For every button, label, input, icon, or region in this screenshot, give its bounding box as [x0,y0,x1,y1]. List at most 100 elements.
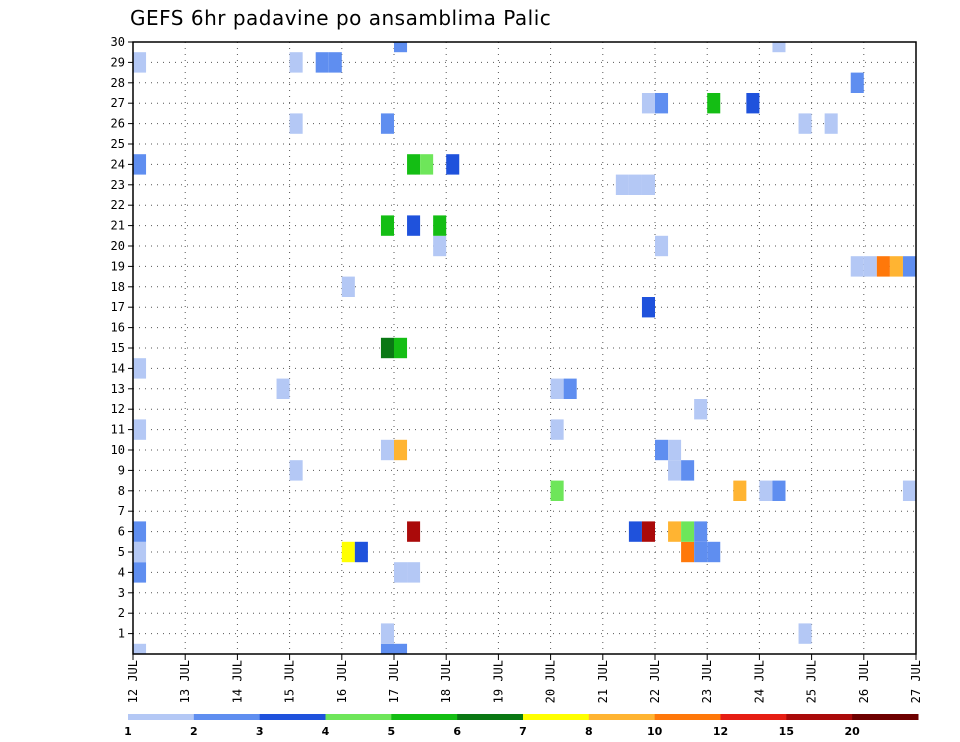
precip-cell [341,276,355,297]
precip-cell [407,215,421,236]
colorbar-legend: 1 2 3 4 5 6 7 8 10 12 15 20 [124,714,919,738]
y-tick-label: 18 [111,280,125,294]
precip-cell [694,541,708,563]
precip-cell [133,52,147,73]
precip-cell [276,378,290,399]
precip-cell [394,439,408,461]
precip-cell [446,154,460,175]
precip-cell [668,460,682,481]
colorbar-label: 1 [124,725,132,738]
x-tick-label: 16 JUL [335,660,349,703]
precip-cell [733,480,747,501]
x-tick-label: 24 JUL [752,660,766,703]
precip-cell [681,541,695,563]
x-tick-label: 15 JUL [283,660,297,703]
precip-cell [420,154,434,175]
y-tick-label: 2 [118,606,125,620]
y-tick-label: 24 [111,157,125,171]
x-tick-label: 20 JUL [544,660,558,703]
precip-cell [655,439,669,461]
y-tick-label: 29 [111,55,125,69]
precip-cell [746,93,760,114]
precip-cell [380,337,394,359]
precip-cell [550,480,564,501]
precip-cell [694,521,708,542]
precip-cell [772,42,786,53]
colorbar-label: 2 [190,725,198,738]
x-tick-label: 14 JUL [230,660,244,703]
precip-cell [133,358,147,379]
precip-cell [655,93,669,114]
y-tick-label: 4 [118,565,125,579]
y-tick-label: 28 [111,76,125,90]
precip-cell [133,562,147,583]
y-tick-label: 21 [111,219,125,233]
colorbar-swatch [457,714,524,720]
precip-cell [407,521,421,542]
y-tick-label: 19 [111,259,125,273]
y-tick-label: 5 [118,545,125,559]
colorbar-swatch [654,714,721,720]
colorbar-swatch [193,714,261,720]
precip-cell [628,521,642,542]
y-tick-label: 23 [111,178,125,192]
precip-cell [407,154,421,175]
y-tick-label: 15 [111,341,125,355]
y-tick-label: 8 [118,484,125,498]
colorbar-label: 15 [779,725,794,738]
y-tick-label: 12 [111,402,125,416]
precip-cell [133,521,147,542]
precip-cell [850,256,864,277]
precip-cell [798,623,812,644]
precip-cell [641,297,655,318]
y-tick-label: 6 [118,525,125,539]
colorbar-label: 4 [322,725,330,738]
x-tick-label: 25 JUL [805,660,819,703]
precip-cell [380,215,394,236]
precip-cell [824,113,838,134]
precip-cell [641,93,655,114]
colorbar-swatch [128,714,195,720]
precip-cell [289,460,303,481]
y-tick-label: 22 [111,198,125,212]
precip-cell [668,521,682,542]
precip-cell [394,42,408,53]
colorbar-swatch [523,714,590,720]
colorbar-label: 8 [585,725,593,738]
precip-cell [407,562,421,583]
precip-cell [876,256,890,277]
colorbar-label: 6 [453,725,461,738]
precip-cell [380,113,394,134]
colorbar-label: 12 [713,725,728,738]
precip-cell [133,643,147,654]
precip-cell [694,399,708,420]
precip-cell [863,256,877,277]
precip-cell [341,541,355,563]
precip-cell [628,174,642,195]
x-tick-label: 19 JUL [491,660,505,703]
y-axis: 1234567891011121314151617181920212223242… [111,35,133,641]
y-tick-label: 16 [111,321,125,335]
precip-cell [315,52,329,73]
y-tick-label: 14 [111,361,125,375]
precip-cell [289,113,303,134]
precip-cell [433,235,447,257]
y-tick-label: 7 [118,504,125,518]
x-axis: 12 JUL 13 JUL 14 JUL 15 JUL 16 JUL 17 JUL 18 J… [126,654,923,703]
y-tick-label: 9 [118,463,125,477]
precip-cell [772,480,786,501]
precip-cell [394,562,408,583]
precip-cell [380,439,394,461]
data-cells [133,42,916,654]
colorbar-label: 3 [256,725,264,738]
precip-cell [550,419,564,440]
precip-cell [850,72,864,93]
y-tick-label: 3 [118,586,125,600]
x-tick-label: 17 JUL [387,660,401,703]
precip-cell [394,337,408,359]
colorbar-label: 5 [388,725,396,738]
x-tick-label: 21 JUL [596,660,610,703]
precip-cell [380,623,394,644]
chart-title: GEFS 6hr padavine po ansamblima Palic [130,6,551,30]
precip-cell [707,93,721,114]
